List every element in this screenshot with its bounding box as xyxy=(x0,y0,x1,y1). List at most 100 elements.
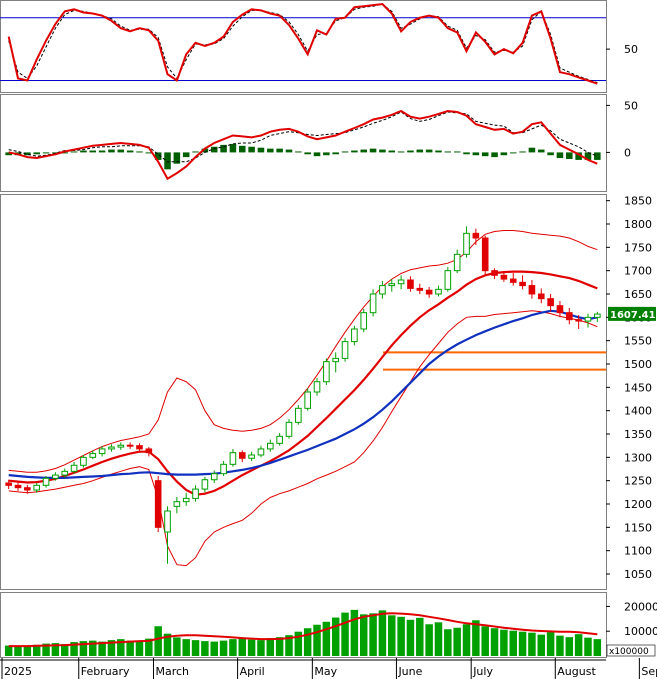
volume-bar xyxy=(500,629,508,656)
x-axis-label: May xyxy=(314,665,337,678)
candle-body xyxy=(444,270,452,290)
candle-body xyxy=(360,312,368,330)
volume-bar xyxy=(32,644,41,656)
candle-body xyxy=(98,448,106,455)
volume-bar xyxy=(472,620,480,656)
macd-main-line xyxy=(8,109,598,181)
macd-histogram-bar xyxy=(528,147,536,153)
volume-bar xyxy=(313,624,321,656)
macd-histogram-bar xyxy=(33,152,40,155)
volume-bar xyxy=(537,634,546,656)
macd-histogram-bar xyxy=(341,151,349,153)
macd-histogram-bar xyxy=(61,152,69,154)
candle-body xyxy=(248,454,255,459)
long-moving-average-line xyxy=(8,309,598,479)
candle-body xyxy=(33,484,41,491)
volume-tick-label: 20000 xyxy=(624,600,657,613)
macd-histogram-bar xyxy=(379,149,386,153)
volume-bar xyxy=(444,629,452,656)
macd-histogram-bar xyxy=(509,152,517,154)
macd-histogram-bar xyxy=(369,148,377,153)
macd-histogram-bar xyxy=(584,152,592,160)
price-tick-label: 1450 xyxy=(624,381,652,394)
volume-bar xyxy=(163,633,172,656)
macd-histogram-bar xyxy=(407,150,414,153)
volume-bar xyxy=(51,643,60,656)
price-tick-label: 1650 xyxy=(624,288,652,301)
candle-body xyxy=(14,484,22,489)
macd-histogram-bar xyxy=(323,152,330,156)
price-tick-label: 1500 xyxy=(624,358,652,371)
macd-histogram-bar xyxy=(257,147,265,153)
candle-body xyxy=(388,283,396,287)
macd-histogram-bar xyxy=(192,151,199,153)
candle-body xyxy=(210,473,218,481)
candle-body xyxy=(491,270,498,276)
volume-bar xyxy=(285,635,293,656)
macd-histogram-bar xyxy=(98,150,106,153)
panel-frame-stoch xyxy=(0,0,607,93)
volume-bar xyxy=(518,631,527,656)
candle-body xyxy=(472,232,480,239)
volume-bar xyxy=(406,619,415,656)
candle-body xyxy=(201,479,209,490)
macd-histogram-bar xyxy=(126,150,134,153)
macd-histogram-bar xyxy=(145,152,153,154)
x-axis-label: February xyxy=(81,665,130,678)
candle-body xyxy=(313,381,321,393)
candle-body xyxy=(70,464,78,472)
volume-bar xyxy=(117,639,125,656)
macd-histogram-bar xyxy=(397,151,405,153)
candle-body xyxy=(136,445,143,450)
macd-histogram-bar xyxy=(164,152,171,170)
volume-bar xyxy=(294,631,303,656)
macd-tick-label: 0 xyxy=(624,146,631,159)
macd-histogram-bar xyxy=(42,152,50,154)
macd-histogram-bar xyxy=(267,148,274,153)
x-axis-label: 2025 xyxy=(4,665,32,678)
macd-histogram-bar xyxy=(229,143,237,153)
candle-body xyxy=(500,274,508,280)
candle-body xyxy=(453,253,461,272)
macd-histogram-bar xyxy=(108,149,115,153)
macd-histogram-bar xyxy=(594,152,601,160)
volume-bar xyxy=(60,644,69,656)
volume-bar xyxy=(98,641,106,656)
volume-bar xyxy=(369,613,377,656)
macd-histogram-bar xyxy=(556,152,564,159)
candle-body xyxy=(519,281,526,287)
macd-histogram-bar xyxy=(491,152,498,158)
volume-bar xyxy=(145,638,153,656)
panel-frame-macd xyxy=(0,94,607,192)
candle-body xyxy=(238,452,246,459)
candle-body xyxy=(108,446,115,450)
candle-body xyxy=(154,480,162,528)
volume-tick-label: 10000 xyxy=(624,625,657,638)
macd-histogram-bar xyxy=(575,152,582,160)
macd-histogram-bar xyxy=(472,152,480,156)
volume-bar xyxy=(481,626,489,656)
volume-bar xyxy=(266,638,275,656)
volume-bar xyxy=(341,612,349,656)
volume-bar xyxy=(257,640,265,656)
volume-bar xyxy=(79,641,88,656)
panel-frame-price xyxy=(0,194,607,590)
candle-body xyxy=(565,312,573,321)
volume-bar xyxy=(238,638,247,656)
price-tick-label: 1800 xyxy=(624,218,652,231)
volume-bar xyxy=(462,624,471,656)
volume-bar xyxy=(219,640,228,656)
x-axis-label: September xyxy=(641,665,657,678)
macd-histogram-bar xyxy=(24,152,31,156)
macd-histogram-bar xyxy=(70,151,78,153)
price-tick-label: 1350 xyxy=(624,428,652,441)
candle-body xyxy=(5,482,12,486)
panel-frame-volume xyxy=(0,592,607,658)
candle-body xyxy=(332,357,340,363)
volume-bar xyxy=(509,630,517,656)
macd-histogram-bar xyxy=(537,149,545,153)
candle-body xyxy=(192,488,199,499)
volume-bar xyxy=(331,617,340,656)
volume-bar xyxy=(210,641,218,656)
macd-histogram-bar xyxy=(566,152,573,159)
